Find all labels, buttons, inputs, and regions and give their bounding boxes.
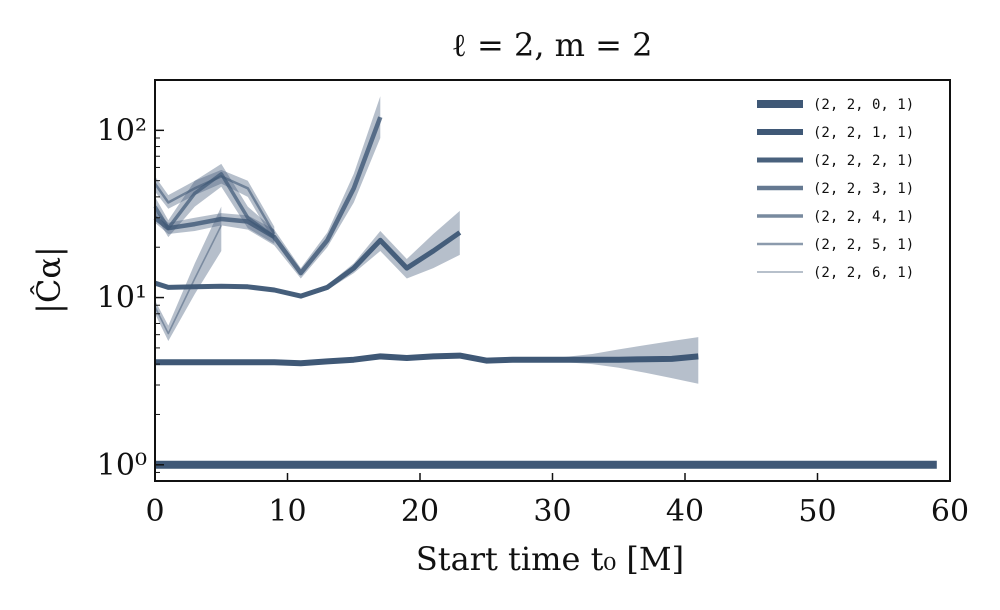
line-series-3	[154, 230, 462, 299]
x-axis-label: Start time t₀ [M]	[416, 540, 684, 578]
x-tick-label: 0	[145, 494, 164, 529]
chart-title: ℓ = 2, m = 2	[451, 26, 652, 64]
y-tick-label: 10²	[97, 113, 147, 148]
legend-label-1: (2, 2, 0, 1)	[813, 97, 914, 113]
legend-label-6: (2, 2, 5, 1)	[813, 237, 914, 253]
x-tick-label: 10	[268, 494, 306, 529]
line-series-2	[155, 352, 699, 367]
series-lines	[153, 116, 937, 469]
x-tick-label: 50	[798, 494, 836, 529]
y-tick-label: 10¹	[97, 281, 147, 316]
legend-label-7: (2, 2, 6, 1)	[813, 265, 914, 281]
legend-label-3: (2, 2, 2, 1)	[813, 153, 914, 169]
x-axis-ticks: 0 10 20 30 40 50 60	[145, 473, 969, 529]
y-tick-label: 10⁰	[97, 448, 147, 483]
legend: (2, 2, 0, 1) (2, 2, 1, 1) (2, 2, 2, 1) (2, …	[757, 97, 914, 281]
legend-label-5: (2, 2, 4, 1)	[813, 209, 914, 225]
band-series-3	[155, 210, 460, 299]
y-axis-label: |Ĉα|	[30, 246, 68, 314]
line-series-7	[154, 225, 223, 335]
legend-label-4: (2, 2, 3, 1)	[813, 181, 914, 197]
line-series-6	[153, 175, 276, 235]
x-tick-label: 20	[401, 494, 439, 529]
x-tick-label: 30	[533, 494, 571, 529]
x-tick-label: 40	[666, 494, 704, 529]
y-axis-ticks: 10⁰ 10¹ 10²	[97, 113, 164, 483]
x-tick-label: 60	[931, 494, 969, 529]
legend-label-2: (2, 2, 1, 1)	[813, 125, 914, 141]
